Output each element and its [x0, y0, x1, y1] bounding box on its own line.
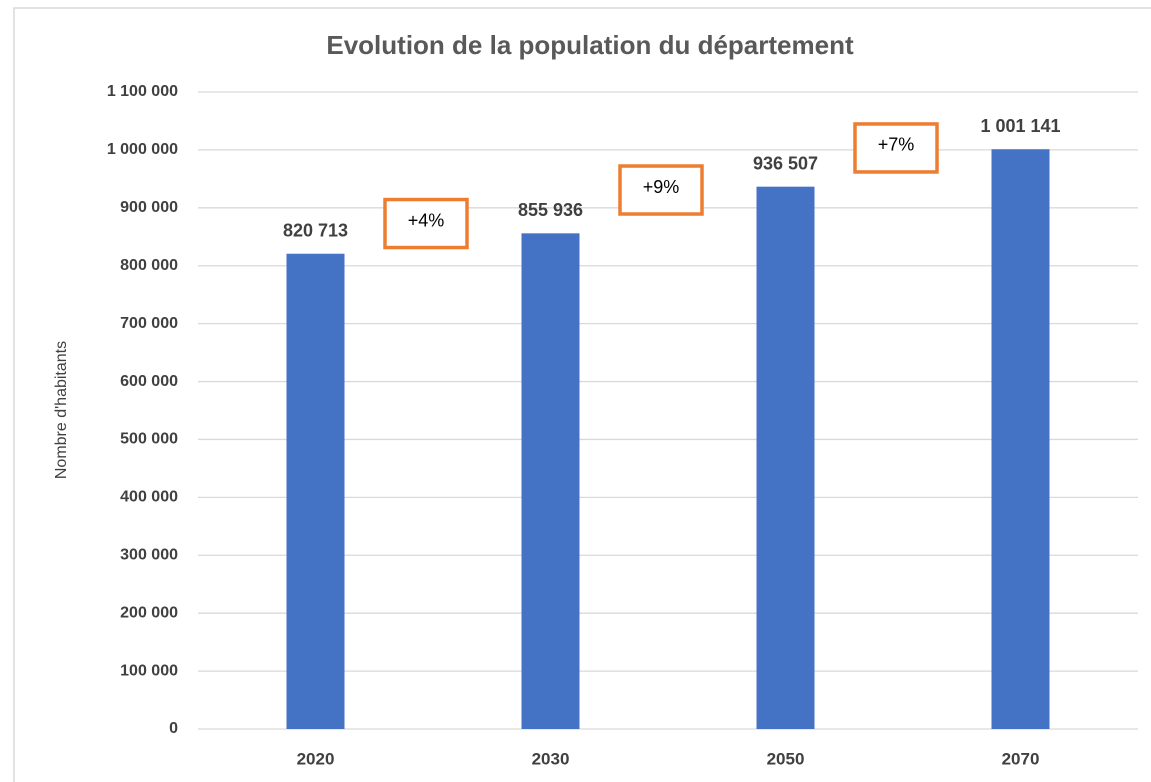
chart-border	[13, 7, 1151, 782]
bar	[991, 149, 1050, 729]
annotation-box	[383, 197, 469, 250]
y-tick-label: 100 000	[120, 662, 178, 679]
y-tick-label: 800 000	[120, 257, 178, 274]
y-tick-label: 300 000	[120, 546, 178, 563]
y-tick-label: 0	[169, 720, 178, 737]
y-tick-label: 1 000 000	[107, 141, 178, 158]
annotation: +4%	[408, 210, 445, 230]
y-tick-label: 400 000	[120, 489, 178, 506]
x-tick-label: 2020	[297, 749, 335, 768]
y-tick-label: 200 000	[120, 604, 178, 621]
y-tick-label: 1 100 000	[107, 83, 178, 100]
y-tick-label: 600 000	[120, 373, 178, 390]
data-label: 820 713	[283, 220, 348, 240]
annotation: +7%	[878, 135, 915, 155]
annotation-box	[618, 164, 704, 216]
data-label: 936 507	[753, 153, 818, 173]
y-tick-label: 700 000	[120, 315, 178, 332]
data-label: 855 936	[518, 200, 583, 220]
annotation-box	[853, 122, 939, 174]
y-tick-label: 900 000	[120, 199, 178, 216]
annotation: +9%	[643, 177, 680, 197]
bar	[286, 253, 345, 730]
bar	[521, 233, 580, 729]
x-tick-label: 2050	[767, 749, 805, 768]
chart-title: Evolution de la population du départemen…	[326, 30, 854, 60]
bar	[756, 186, 815, 729]
y-axis-label: Nombre d'habitants	[53, 341, 70, 479]
data-label: 1 001 141	[980, 116, 1060, 136]
x-tick-label: 2070	[1002, 749, 1040, 768]
y-tick-label: 500 000	[120, 431, 178, 448]
x-tick-label: 2030	[532, 749, 570, 768]
